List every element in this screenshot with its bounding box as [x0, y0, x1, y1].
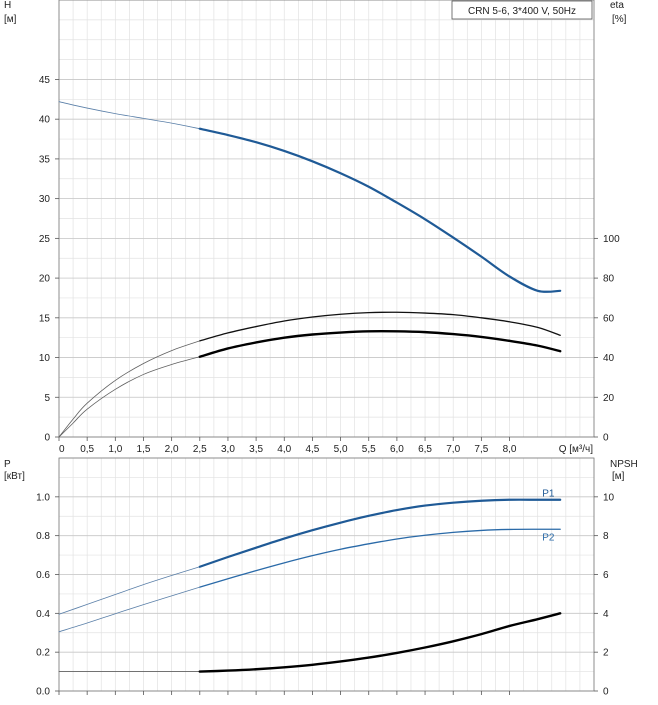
x-tick-label: 3,0: [221, 444, 235, 455]
series-p2-line: [199, 528, 561, 588]
y-left-tick-label: 20: [39, 274, 51, 285]
y-left-axis-title: P: [4, 459, 11, 470]
series-eta1-line: [199, 311, 561, 342]
y-left-tick-label: 10: [39, 353, 51, 364]
x-tick-label: 6,0: [390, 444, 404, 455]
y-left-axis-unit: [кВт]: [4, 471, 25, 482]
y-right-tick-label: 10: [603, 492, 615, 503]
y-left-tick-label: 5: [44, 393, 50, 404]
series-label-p1: P1: [542, 489, 555, 500]
y-right-axis-title: NPSH: [610, 459, 638, 470]
y-left-tick-label: 45: [39, 75, 51, 86]
y-left-tick-label: 1.0: [36, 492, 50, 503]
y-right-tick-label: 2: [603, 648, 609, 659]
y-left-tick-label: 0.8: [36, 531, 50, 542]
x-tick-label: 3,5: [249, 444, 263, 455]
series-label-p2: P2: [542, 532, 555, 543]
y-right-tick-label: 80: [603, 274, 615, 285]
y-right-tick-label: 100: [603, 234, 620, 245]
x-tick-label: 5,5: [362, 444, 376, 455]
y-right-tick-label: 8: [603, 531, 609, 542]
series-npsh-line: [198, 612, 562, 673]
x-tick-label: 8,0: [503, 444, 517, 455]
y-right-tick-label: 60: [603, 313, 615, 324]
x-tick-label: 0,5: [80, 444, 94, 455]
series-h-thin-line: [58, 101, 201, 130]
x-tick-label: 2,5: [193, 444, 207, 455]
x-tick-label: 2,0: [165, 444, 179, 455]
y-left-tick-label: 0.6: [36, 570, 50, 581]
y-right-axis-unit: [м]: [612, 471, 625, 482]
y-left-tick-label: 0.2: [36, 648, 50, 659]
series-p1-thin-line: [58, 566, 201, 615]
x-tick-label: 1,0: [108, 444, 122, 455]
y-left-tick-label: 0.0: [36, 687, 50, 698]
x-tick-label: 0: [59, 444, 65, 455]
y-left-tick-label: 30: [39, 194, 51, 205]
series-eta2-line: [198, 330, 562, 358]
x-tick-label: 6,5: [418, 444, 432, 455]
x-tick-label: 1,5: [137, 444, 151, 455]
y-right-tick-label: 4: [603, 609, 609, 620]
y-left-tick-label: 40: [39, 115, 51, 126]
series-eta1-thin-line: [58, 340, 201, 438]
legend-label: CRN 5-6, 3*400 V, 50Hz: [468, 6, 576, 17]
y-right-axis-title: eta: [610, 0, 624, 11]
y-left-tick-label: 15: [39, 313, 51, 324]
series-eta2-thin-line: [58, 356, 201, 438]
y-right-tick-label: 6: [603, 570, 609, 581]
y-left-axis-unit: [м]: [4, 14, 17, 25]
y-right-tick-label: 40: [603, 353, 615, 364]
panel-2: [55, 457, 598, 695]
y-left-tick-label: 25: [39, 234, 51, 245]
x-tick-label: 4,0: [277, 444, 291, 455]
series-p2-thin-line: [58, 586, 201, 633]
panel-1: [55, 0, 598, 441]
legend-box: [451, 0, 593, 20]
y-left-tick-label: 0.4: [36, 609, 50, 620]
plot-frame: [58, 0, 595, 438]
x-tick-label: 4,5: [305, 444, 319, 455]
y-right-tick-label: 0: [603, 687, 609, 698]
x-tick-label: 7,0: [446, 444, 460, 455]
y-left-tick-label: 35: [39, 154, 51, 165]
x-axis-title: Q [м³/ч]: [559, 444, 594, 455]
series-h-line: [198, 127, 562, 293]
y-right-axis-unit: [%]: [612, 14, 627, 25]
x-tick-label: 7,5: [474, 444, 488, 455]
y-left-tick-label: 0: [44, 433, 50, 444]
y-right-tick-label: 20: [603, 393, 615, 404]
series-p1-line: [198, 498, 562, 568]
y-left-axis-title: H: [4, 0, 11, 11]
x-tick-label: 5,0: [334, 444, 348, 455]
y-right-tick-label: 0: [603, 433, 609, 444]
